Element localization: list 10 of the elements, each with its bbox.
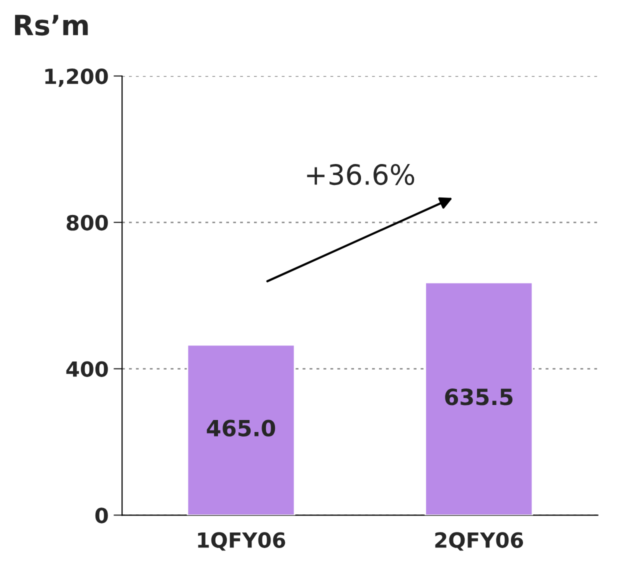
annotation: +36.6% (307, 164, 414, 186)
x-tick-label: 1QFY06 (198, 532, 286, 551)
data-label: 465.0 (206, 420, 276, 437)
y-tick-label: 800 (66, 214, 108, 231)
y-tick-label: 400 (66, 361, 108, 377)
data-label: 635.5 (445, 388, 512, 406)
y-axis-title: Rs’m (15, 14, 88, 36)
y-tick-label: 1,200 (45, 68, 108, 87)
x-tick-label: 2QFY06 (435, 532, 524, 551)
y-tick-label: 0 (95, 508, 108, 524)
